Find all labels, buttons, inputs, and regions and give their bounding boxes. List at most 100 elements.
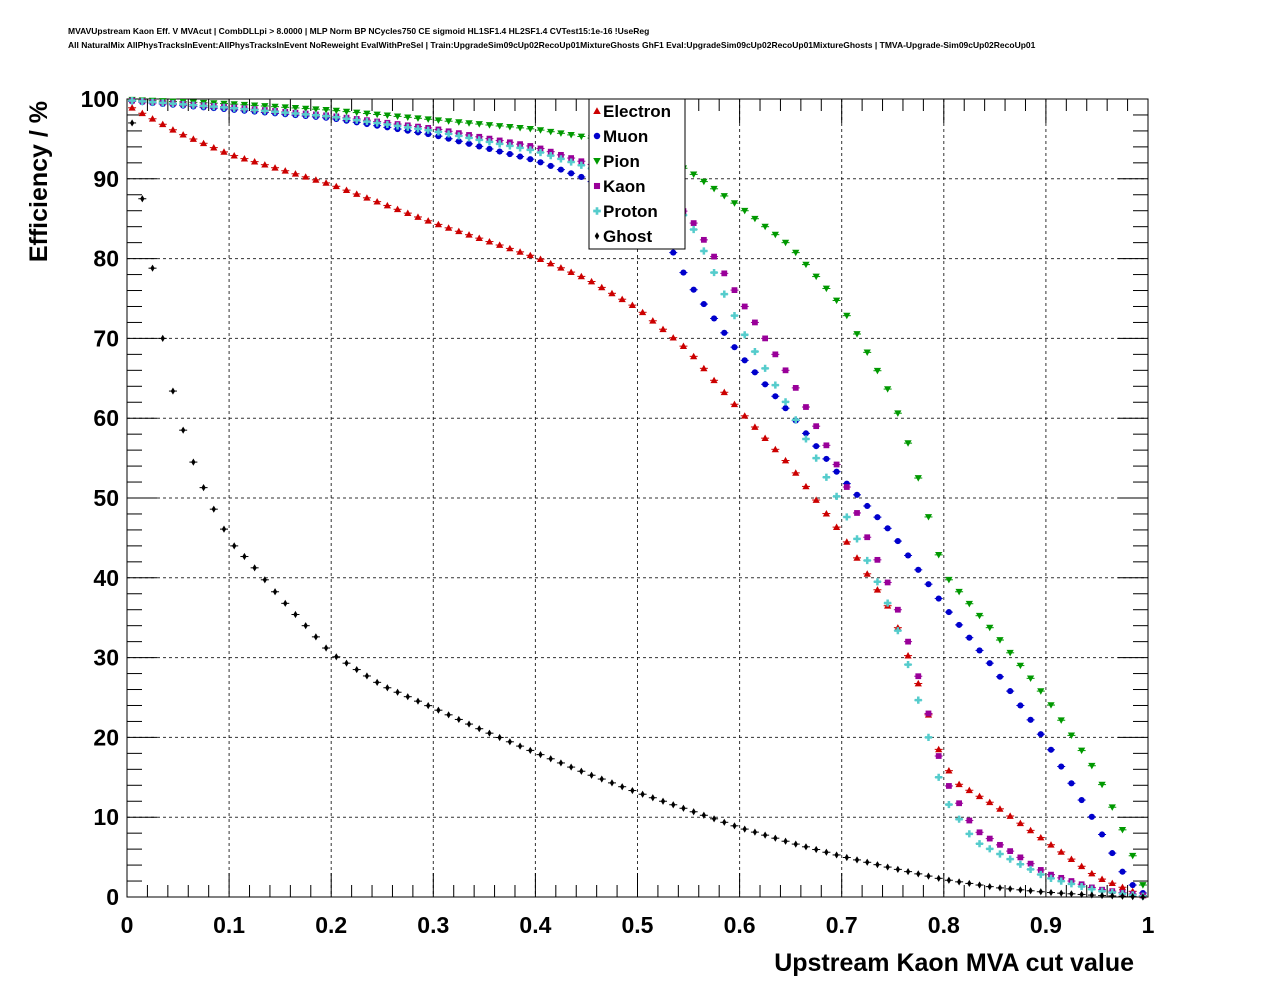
muon-point xyxy=(547,162,554,170)
electron-point xyxy=(332,182,340,190)
ghost-point xyxy=(1038,888,1043,896)
ghost-point xyxy=(436,706,441,714)
kaon-point xyxy=(527,143,534,149)
electron-point xyxy=(873,586,882,593)
axis-ticks xyxy=(126,98,1149,898)
pion-point xyxy=(822,285,830,293)
muon-point xyxy=(884,525,891,532)
proton-point xyxy=(526,146,534,154)
legend-marker-proton xyxy=(593,207,601,215)
ghost-point xyxy=(640,790,645,798)
electron-point xyxy=(832,523,841,531)
pion-point xyxy=(741,207,749,215)
proton-point xyxy=(1016,860,1024,868)
electron-point xyxy=(322,179,330,186)
electron-point xyxy=(965,786,973,794)
ghost-point xyxy=(354,665,359,674)
pion-point xyxy=(434,117,443,124)
proton-point xyxy=(1067,880,1076,888)
proton-point xyxy=(1047,874,1055,883)
pion-point xyxy=(914,475,922,482)
ghost-point xyxy=(262,576,267,584)
proton-point xyxy=(455,132,463,140)
proton-point xyxy=(169,100,177,108)
muon-point xyxy=(782,405,789,412)
legend-marker-muon xyxy=(593,132,601,140)
pion-point xyxy=(526,125,534,133)
ghost-point xyxy=(456,715,461,724)
series-electron xyxy=(128,104,1147,899)
muon-point xyxy=(986,660,993,667)
pion-point xyxy=(363,110,371,118)
legend-marker-pion xyxy=(593,157,601,165)
ghost-point xyxy=(885,863,890,871)
kaon-point xyxy=(833,461,840,468)
series-proton xyxy=(128,96,1147,900)
ghost-point xyxy=(793,840,798,848)
muon-point xyxy=(1058,763,1065,770)
proton-point xyxy=(720,290,728,298)
pion-point xyxy=(792,249,800,257)
muon-point xyxy=(894,538,901,545)
proton-point xyxy=(863,556,871,565)
ghost-point xyxy=(1028,887,1033,895)
muon-point xyxy=(1068,780,1075,787)
proton-point xyxy=(1037,870,1045,879)
proton-point xyxy=(281,109,289,117)
electron-point xyxy=(710,376,718,384)
muon-point xyxy=(537,159,544,166)
electron-point xyxy=(230,151,238,159)
proton-point xyxy=(557,155,565,163)
electron-point xyxy=(761,434,769,442)
electron-point xyxy=(312,176,320,183)
x-tick-label: 0.6 xyxy=(724,912,756,938)
pion-point xyxy=(332,107,340,115)
muon-point xyxy=(700,301,707,308)
proton-point xyxy=(577,161,585,169)
electron-point xyxy=(853,554,861,561)
proton-point xyxy=(383,120,391,129)
proton-point xyxy=(128,96,136,105)
electron-point xyxy=(730,400,739,408)
legend-label-pion: Pion xyxy=(603,152,640,171)
proton-point xyxy=(199,102,208,110)
ghost-point xyxy=(579,767,584,775)
pion-point xyxy=(812,273,820,281)
electron-point xyxy=(414,213,422,220)
electron-point xyxy=(251,158,259,165)
electron-point xyxy=(455,227,463,235)
electron-point xyxy=(281,167,289,174)
x-tick-label: 0.8 xyxy=(928,912,960,938)
muon-point xyxy=(751,369,758,376)
electron-point xyxy=(1006,812,1014,819)
ghost-point xyxy=(599,775,604,783)
electron-point xyxy=(353,190,361,197)
muon-point xyxy=(905,552,912,559)
muon-point xyxy=(772,393,779,400)
ghost-point xyxy=(916,870,921,878)
ghost-point xyxy=(160,334,165,342)
electron-point xyxy=(618,295,626,303)
series-pion xyxy=(128,96,1147,889)
proton-point xyxy=(475,136,483,144)
muon-point xyxy=(721,329,728,336)
electron-point xyxy=(567,268,575,275)
proton-point xyxy=(955,815,963,823)
ghost-point xyxy=(936,874,941,882)
proton-point xyxy=(332,113,340,121)
kaon-point xyxy=(752,319,758,326)
ghost-point xyxy=(446,711,451,719)
muon-point xyxy=(557,166,564,173)
ghost-point xyxy=(558,759,564,767)
legend-label-muon: Muon xyxy=(603,127,648,146)
electron-point xyxy=(751,423,759,430)
ghost-point xyxy=(620,783,625,791)
muon-point xyxy=(996,673,1004,680)
muon-point xyxy=(823,455,830,462)
ghost-point xyxy=(415,697,421,705)
pion-point xyxy=(1067,732,1076,740)
electron-point xyxy=(863,570,871,577)
proton-point xyxy=(138,97,146,105)
muon-point xyxy=(966,634,973,641)
pion-point xyxy=(240,101,249,109)
